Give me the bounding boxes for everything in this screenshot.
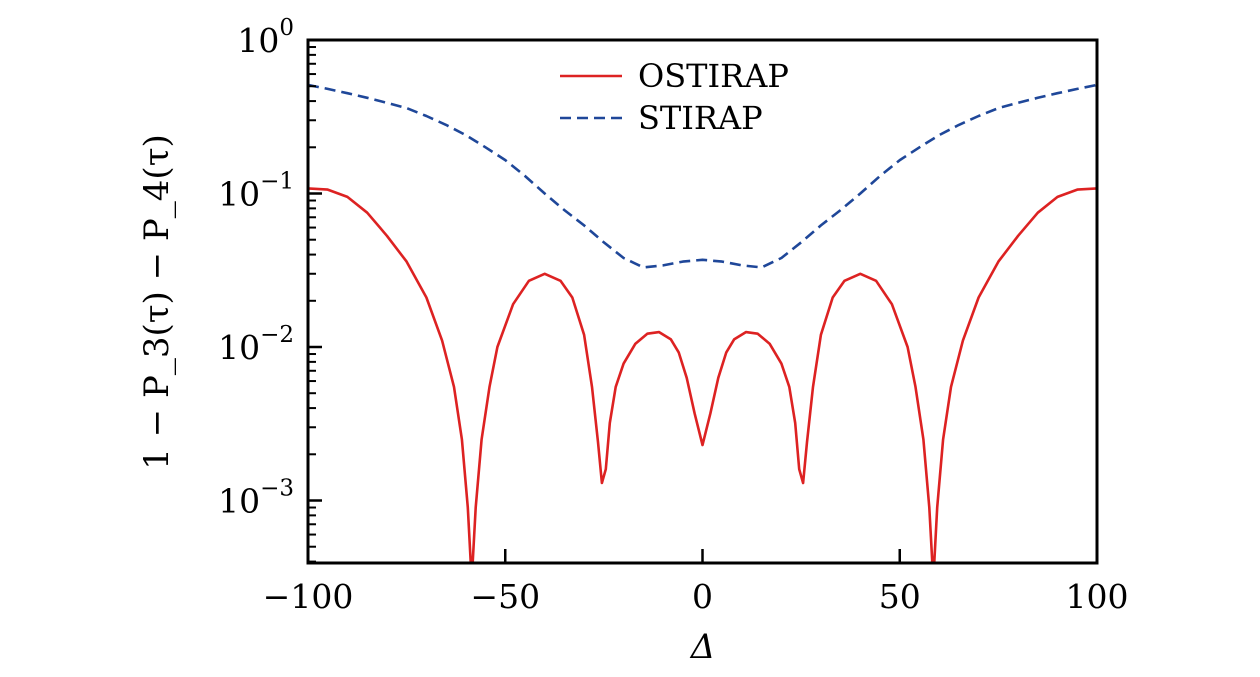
series-line-stirap (308, 83, 1097, 269)
legend-label-ostirap: OSTIRAP (638, 57, 789, 95)
x-tick-label: 50 (879, 577, 921, 616)
y-tick-label: 10−2 (218, 322, 294, 367)
x-axis: −100 −50 0 50 100 (263, 549, 1129, 616)
y-axis: 100 10−1 10−2 10−3 (218, 15, 322, 563)
y-tick-label: 10−1 (218, 169, 294, 214)
x-tick-label: −50 (470, 577, 540, 616)
x-tick-label: −100 (263, 577, 354, 616)
series-line-ostirap (308, 187, 1097, 563)
x-tick-label: 0 (692, 577, 713, 616)
legend: OSTIRAP STIRAP (560, 57, 789, 137)
y-tick-label: 10−3 (218, 476, 294, 521)
y-tick-label: 100 (237, 15, 294, 60)
x-tick-label: 100 (1066, 577, 1129, 616)
plot-area (308, 83, 1097, 563)
x-axis-title: Δ (689, 627, 716, 667)
y-axis-title: 1 − P_3(τ) − P_4(τ) (137, 134, 177, 470)
legend-label-stirap: STIRAP (638, 99, 763, 137)
